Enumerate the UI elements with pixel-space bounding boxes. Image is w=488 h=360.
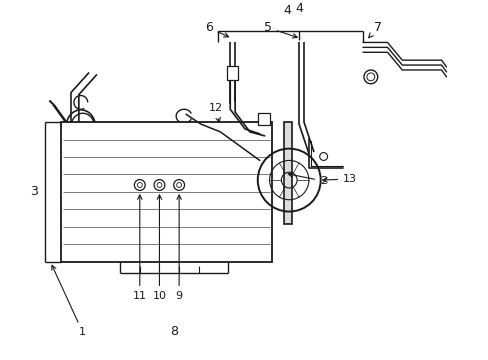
Text: 6: 6 xyxy=(204,21,228,37)
Text: 12: 12 xyxy=(208,103,222,122)
Text: 2: 2 xyxy=(287,173,326,186)
Text: 4: 4 xyxy=(295,2,303,15)
Text: 9: 9 xyxy=(175,195,183,301)
Bar xyxy=(227,66,238,80)
Bar xyxy=(257,113,269,125)
Text: 3: 3 xyxy=(30,185,38,198)
Bar xyxy=(284,122,292,224)
Text: 11: 11 xyxy=(133,195,146,301)
Text: 7: 7 xyxy=(368,21,381,38)
Text: 8: 8 xyxy=(170,325,178,338)
Text: 10: 10 xyxy=(152,195,166,301)
Bar xyxy=(61,122,271,262)
Text: 13: 13 xyxy=(322,174,356,184)
Text: 4: 4 xyxy=(283,4,291,17)
Text: 5: 5 xyxy=(263,21,297,38)
Text: 1: 1 xyxy=(52,265,86,337)
